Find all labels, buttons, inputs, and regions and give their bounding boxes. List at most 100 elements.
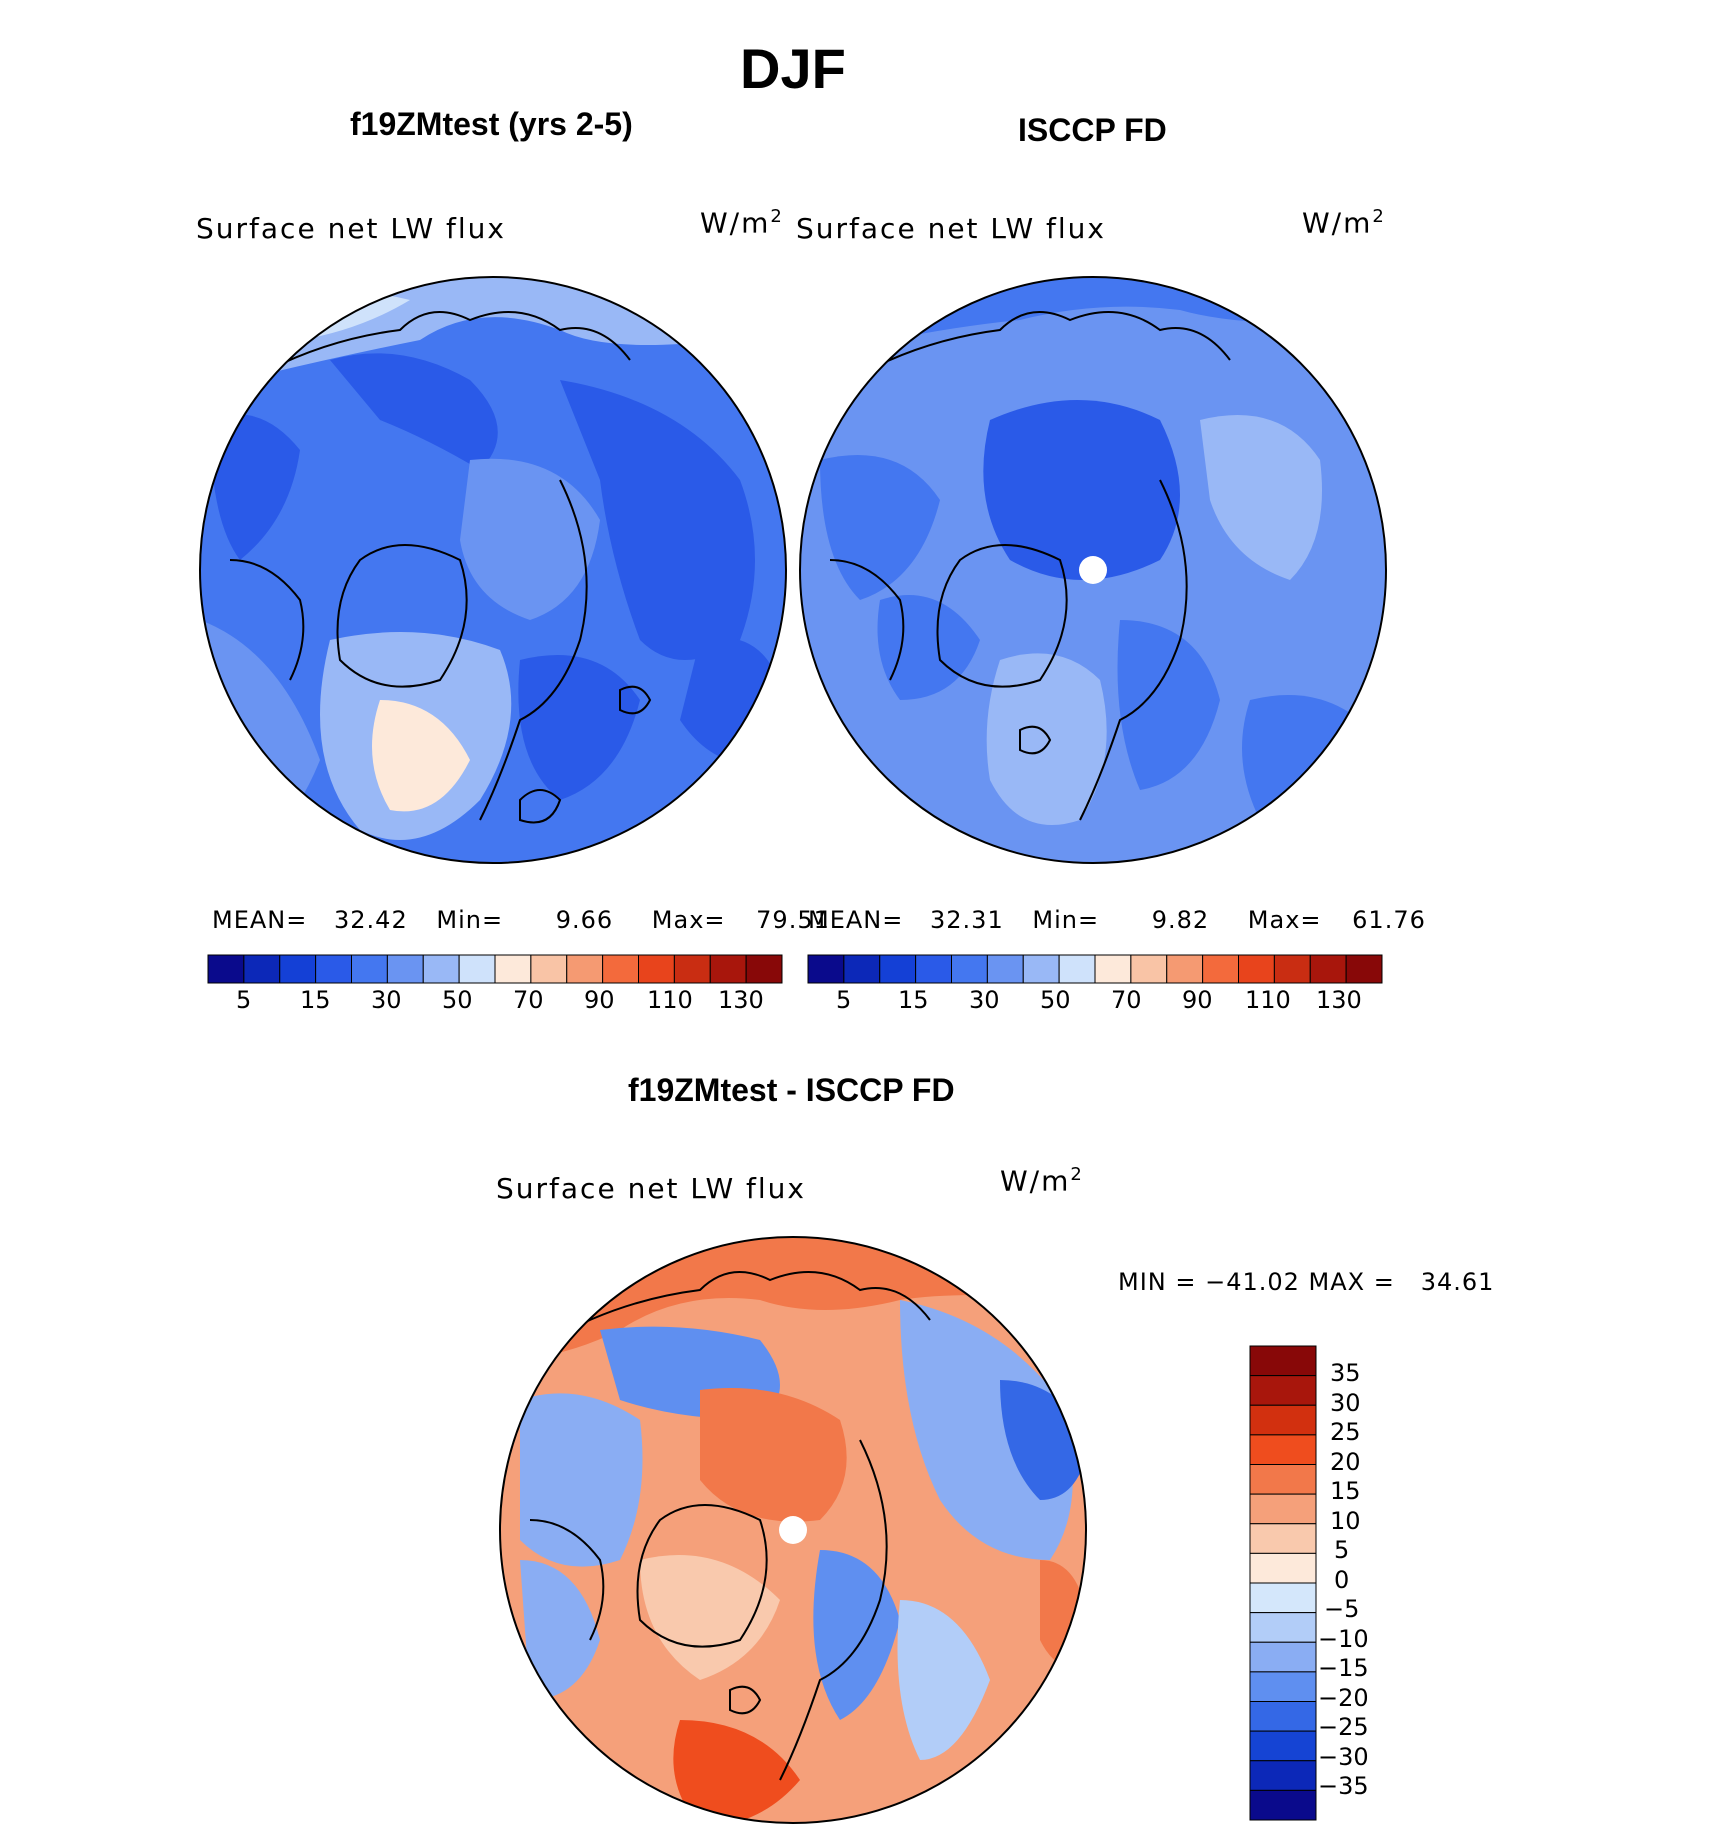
colorbar-diff-swatch-5 <box>1249 1493 1317 1525</box>
colorbar-model-swatch-6 <box>422 954 460 984</box>
panel2-max-value: 61.76 <box>1352 906 1426 934</box>
panel1-stats: MEAN= 32.42 Min= 9.66 Max= 79.51 <box>212 906 830 934</box>
colorbar-diff-swatch-13 <box>1249 1730 1317 1762</box>
colorbar-model-swatch-14 <box>709 954 747 984</box>
colorbar-diff-swatch-14 <box>1249 1760 1317 1791</box>
panel1-tick-2: 30 <box>371 986 402 1014</box>
colorbar-obs-swatch-11 <box>1202 954 1239 984</box>
diff-units-exp: 2 <box>1070 1164 1084 1185</box>
panel1-units-exp: 2 <box>770 206 784 227</box>
colorbar-diff-swatch-6 <box>1249 1523 1317 1554</box>
panel2-min-value: 9.82 <box>1151 906 1210 934</box>
diff-tick-7: 0 <box>1334 1566 1350 1594</box>
colorbar-obs-swatch-14 <box>1309 954 1347 984</box>
panel1-min-value: 9.66 <box>555 906 614 934</box>
diff-tick-11: −20 <box>1318 1684 1369 1712</box>
colorbar-obs-swatch-7 <box>1058 954 1096 984</box>
panel1-units: W/m2 <box>700 206 784 239</box>
colorbar-diff-swatch-1 <box>1249 1375 1317 1406</box>
diff-tick-0: 35 <box>1330 1359 1361 1387</box>
colorbar-obs <box>807 954 1383 984</box>
panel1-tick-6: 110 <box>647 986 693 1014</box>
panel1-mean-label: MEAN= <box>212 906 308 934</box>
panel2-tick-0: 5 <box>836 986 852 1014</box>
colorbar-model-swatch-11 <box>602 954 639 984</box>
map-obs-border <box>799 276 1387 864</box>
colorbar-model-swatch-2 <box>279 954 317 984</box>
colorbar-diff-swatch-7 <box>1249 1552 1317 1584</box>
colorbar-model-swatch-0 <box>207 954 245 984</box>
panel2-mean-label: MEAN= <box>808 906 904 934</box>
panel2-stats: MEAN= 32.31 Min= 9.82 Max= 61.76 <box>808 906 1426 934</box>
colorbar-diff-swatch-8 <box>1249 1582 1317 1614</box>
colorbar-diff-swatch-0 <box>1249 1345 1317 1377</box>
diff-tick-3: 20 <box>1330 1448 1361 1476</box>
panel1-tick-4: 70 <box>513 986 544 1014</box>
panel2-tick-1: 15 <box>898 986 929 1014</box>
diff-map-title: Surface net LW flux <box>496 1172 806 1205</box>
diff-minmax: MIN = −41.02 MAX = 34.61 <box>1118 1268 1495 1296</box>
panel2-heading: ISCCP FD <box>1018 112 1167 148</box>
colorbar-model-swatch-13 <box>673 954 711 984</box>
diff-tick-4: 15 <box>1330 1477 1361 1505</box>
panel1-max-label: Max= <box>651 906 726 934</box>
panel2-tick-2: 30 <box>969 986 1000 1014</box>
panel2-tick-3: 50 <box>1040 986 1071 1014</box>
colorbar-model-swatch-5 <box>386 954 424 984</box>
diff-units-base: W/m <box>1000 1164 1071 1198</box>
panel2-tick-7: 130 <box>1316 986 1362 1014</box>
panel2-tick-6: 110 <box>1245 986 1291 1014</box>
colorbar-model <box>207 954 783 984</box>
diff-tick-10: −15 <box>1318 1654 1369 1682</box>
diff-units: W/m2 <box>1000 1164 1084 1197</box>
panel1-tick-0: 5 <box>236 986 252 1014</box>
colorbar-obs-swatch-13 <box>1273 954 1311 984</box>
panel2-tick-4: 70 <box>1111 986 1142 1014</box>
diff-tick-1: 30 <box>1330 1389 1361 1417</box>
diff-tick-8: −5 <box>1324 1595 1360 1623</box>
panel1-map-title: Surface net LW flux <box>196 212 506 245</box>
colorbar-obs-swatch-15 <box>1345 954 1383 984</box>
map-model <box>200 277 786 863</box>
colorbar-model-swatch-8 <box>494 954 532 984</box>
colorbar-model-swatch-12 <box>638 954 675 984</box>
panel2-max-label: Max= <box>1247 906 1322 934</box>
panel2-map-title: Surface net LW flux <box>796 212 1106 245</box>
colorbar-obs-swatch-1 <box>843 954 881 984</box>
colorbar-model-swatch-4 <box>351 954 388 984</box>
colorbar-model-swatch-9 <box>530 954 568 984</box>
colorbar-model-swatch-1 <box>243 954 281 984</box>
panel1-max-value: 79.51 <box>756 906 830 934</box>
panel2-units: W/m2 <box>1302 206 1386 239</box>
panel1-heading: f19ZMtest (yrs 2-5) <box>350 106 633 142</box>
panel2-units-base: W/m <box>1302 206 1373 240</box>
colorbar-diff-swatch-12 <box>1249 1701 1317 1732</box>
panel1-min-label: Min= <box>436 906 504 934</box>
colorbar-obs-swatch-5 <box>986 954 1024 984</box>
colorbar-diff-swatch-10 <box>1249 1641 1317 1673</box>
panel1-units-base: W/m <box>700 206 771 240</box>
colorbar-diff-swatch-3 <box>1249 1434 1317 1465</box>
diff-tick-9: −10 <box>1318 1625 1369 1653</box>
panel2-mean-value: 32.31 <box>930 906 1004 934</box>
colorbar-diff <box>1249 1345 1317 1821</box>
map-model-border <box>199 276 787 864</box>
colorbar-model-swatch-15 <box>745 954 783 984</box>
colorbar-model-swatch-7 <box>458 954 496 984</box>
panel2-units-exp: 2 <box>1372 206 1386 227</box>
diff-tick-6: 5 <box>1334 1536 1350 1564</box>
colorbar-diff-swatch-2 <box>1249 1404 1317 1436</box>
colorbar-obs-swatch-12 <box>1238 954 1275 984</box>
colorbar-obs-swatch-3 <box>915 954 952 984</box>
panel1-tick-5: 90 <box>584 986 615 1014</box>
map-diff-border <box>499 1236 1087 1824</box>
colorbar-diff-swatch-15 <box>1249 1789 1317 1821</box>
diff-tick-2: 25 <box>1330 1418 1361 1446</box>
panel1-mean-value: 32.42 <box>334 906 408 934</box>
colorbar-model-swatch-10 <box>566 954 604 984</box>
colorbar-obs-swatch-4 <box>951 954 988 984</box>
colorbar-obs-swatch-8 <box>1094 954 1132 984</box>
colorbar-diff-swatch-9 <box>1249 1612 1317 1643</box>
colorbar-diff-swatch-11 <box>1249 1671 1317 1702</box>
